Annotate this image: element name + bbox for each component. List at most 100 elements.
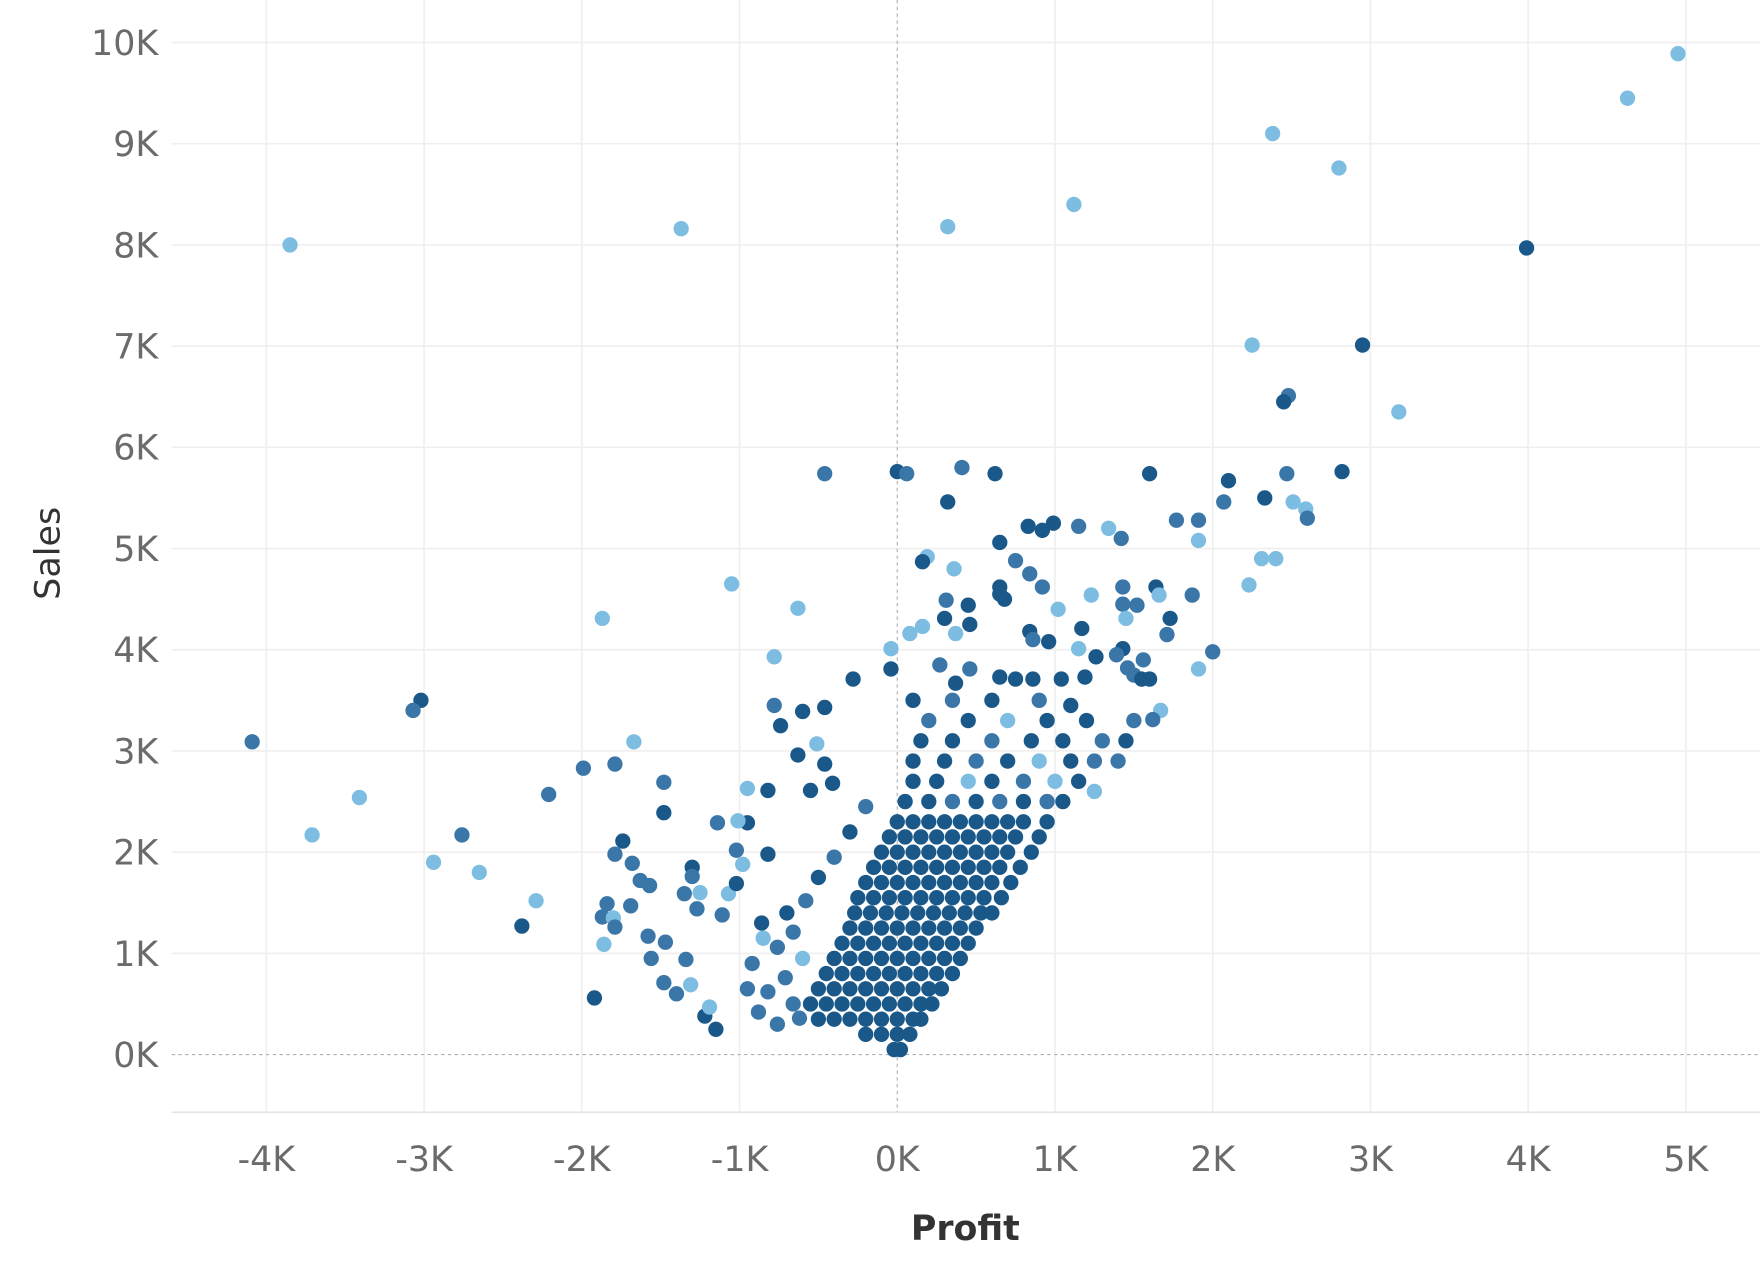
- data-point: [744, 955, 760, 972]
- data-point: [944, 859, 961, 876]
- data-point: [753, 915, 770, 931]
- data-point: [905, 773, 921, 789]
- data-point: [881, 935, 898, 951]
- data-point: [889, 1011, 905, 1027]
- data-point: [913, 965, 929, 982]
- data-point: [834, 935, 850, 951]
- gridlines: [171, 0, 1760, 1114]
- data-point: [1083, 587, 1099, 603]
- data-point: [921, 712, 937, 729]
- data-point: [889, 874, 905, 891]
- data-point: [1055, 733, 1071, 749]
- data-point: [1015, 793, 1032, 810]
- data-point: [1022, 566, 1038, 582]
- data-point: [1276, 394, 1292, 410]
- data-point: [1063, 753, 1079, 769]
- data-point: [1094, 733, 1110, 749]
- data-point: [932, 657, 948, 673]
- data-point: [921, 950, 937, 967]
- data-point: [850, 890, 866, 906]
- data-point: [656, 805, 672, 821]
- data-point: [1118, 733, 1134, 749]
- data-point: [938, 592, 954, 608]
- data-point: [1047, 773, 1063, 789]
- data-point: [913, 996, 929, 1012]
- data-point: [1257, 490, 1273, 506]
- y-tick-label: 4K: [113, 631, 159, 671]
- data-point: [858, 920, 874, 936]
- data-point: [897, 996, 913, 1012]
- data-point: [1190, 661, 1207, 677]
- data-point: [810, 1011, 827, 1027]
- data-point: [1088, 649, 1104, 665]
- data-point: [921, 874, 937, 891]
- data-point: [1031, 692, 1047, 709]
- data-point: [1025, 631, 1041, 648]
- data-point: [673, 221, 689, 237]
- data-point: [785, 924, 801, 940]
- data-point: [405, 702, 421, 719]
- data-point: [929, 965, 945, 982]
- data-point: [933, 981, 950, 997]
- data-point: [883, 641, 899, 657]
- data-point: [642, 877, 658, 894]
- data-point: [944, 829, 961, 845]
- data-point: [944, 733, 961, 749]
- data-point: [947, 675, 964, 691]
- data-point: [623, 898, 639, 914]
- data-point: [902, 1026, 918, 1043]
- data-point: [914, 554, 931, 570]
- data-point: [873, 1026, 890, 1043]
- data-point: [528, 893, 544, 909]
- data-point: [1162, 610, 1178, 627]
- data-point: [921, 920, 937, 936]
- data-point: [968, 753, 984, 769]
- data-point: [769, 939, 786, 955]
- data-point: [1141, 671, 1158, 687]
- data-point: [683, 977, 699, 993]
- y-tick-label: 9K: [113, 125, 159, 165]
- data-point: [957, 905, 973, 921]
- data-point: [514, 918, 530, 934]
- data-point: [1168, 512, 1185, 528]
- data-point: [913, 859, 929, 876]
- data-point: [960, 935, 976, 951]
- data-point: [1115, 579, 1131, 595]
- data-point: [929, 859, 945, 876]
- data-point: [962, 616, 978, 633]
- data-point: [1003, 874, 1019, 891]
- data-point: [889, 920, 905, 936]
- data-point: [905, 950, 921, 967]
- data-point: [941, 905, 957, 921]
- data-point: [1285, 494, 1301, 510]
- data-point: [842, 920, 858, 936]
- data-point: [993, 890, 1009, 906]
- data-point: [739, 780, 756, 797]
- data-point: [1118, 610, 1134, 627]
- data-points: [244, 45, 1686, 1058]
- data-point: [929, 773, 945, 789]
- data-point: [889, 981, 905, 997]
- data-point: [1279, 465, 1295, 482]
- data-point: [626, 734, 642, 750]
- data-point: [905, 874, 921, 891]
- data-point: [881, 965, 898, 982]
- data-point: [873, 874, 890, 891]
- data-point: [668, 986, 685, 1002]
- data-point: [596, 936, 612, 952]
- data-point: [826, 950, 842, 967]
- data-point: [594, 909, 610, 925]
- data-point: [586, 990, 603, 1006]
- data-point: [842, 1011, 858, 1027]
- data-point: [897, 793, 913, 810]
- x-tick-label: -1K: [711, 1140, 770, 1180]
- data-point: [873, 1011, 890, 1027]
- data-point: [802, 782, 819, 799]
- data-point: [728, 842, 745, 858]
- data-point: [607, 919, 623, 935]
- data-point: [1205, 644, 1221, 660]
- data-point: [1334, 463, 1350, 480]
- data-point: [897, 965, 913, 982]
- data-point: [1077, 669, 1093, 685]
- data-point: [1265, 125, 1281, 142]
